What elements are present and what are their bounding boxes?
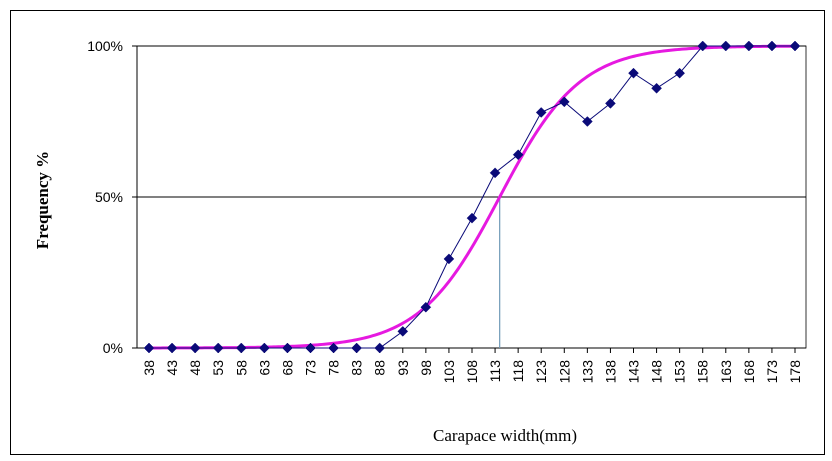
x-tick-label: 108 — [464, 360, 480, 384]
x-tick-label: 173 — [764, 360, 780, 384]
data-point — [720, 40, 732, 52]
y-tick-label: 0% — [103, 340, 123, 356]
chart-frame — [10, 10, 825, 455]
x-tick-label: 148 — [649, 360, 665, 384]
x-tick-label: 118 — [510, 360, 526, 383]
data-point — [351, 342, 362, 354]
x-tick-label: 43 — [164, 360, 180, 376]
data-point — [282, 342, 293, 354]
x-tick-label: 128 — [556, 360, 572, 384]
data-point — [143, 342, 155, 354]
data-point — [766, 40, 778, 52]
data-point — [628, 67, 639, 79]
x-tick-label: 48 — [187, 360, 203, 376]
x-tick-label: 53 — [210, 360, 226, 376]
x-tick-label: 158 — [695, 360, 711, 384]
x-tick-label: 113 — [487, 360, 503, 383]
y-tick-label: 50% — [95, 189, 123, 205]
data-point — [166, 342, 178, 354]
data-point — [489, 167, 501, 179]
data-point — [328, 342, 339, 354]
x-tick-label: 88 — [372, 360, 388, 376]
data-point — [512, 149, 524, 161]
data-point — [558, 96, 570, 108]
x-tick-label: 168 — [741, 360, 757, 384]
data-point — [305, 342, 316, 354]
data-point — [443, 253, 455, 265]
data-point — [789, 40, 801, 52]
data-point — [189, 342, 201, 354]
data-point — [466, 212, 478, 224]
y-axis-title: Frequency % — [33, 151, 52, 249]
x-tick-label: 163 — [718, 360, 734, 384]
x-tick-label: 138 — [602, 360, 618, 384]
data-point — [697, 40, 709, 52]
x-tick-label: 178 — [787, 360, 803, 384]
x-tick-label: 143 — [626, 360, 642, 384]
data-point — [420, 301, 432, 313]
x-tick-label: 73 — [303, 360, 319, 376]
x-tick-label: 123 — [533, 360, 549, 384]
data-point — [535, 107, 547, 118]
data-point — [674, 67, 685, 79]
data-point — [212, 342, 224, 354]
data-point — [651, 82, 662, 94]
x-tick-label: 93 — [395, 360, 411, 376]
data-point — [582, 116, 593, 127]
x-axis-title: Carapace width(mm) — [433, 426, 577, 445]
x-tick-label: 103 — [441, 360, 457, 384]
x-tick-label: 68 — [279, 360, 295, 376]
data-point — [259, 342, 270, 354]
x-tick-label: 63 — [256, 360, 272, 376]
x-tick-label: 98 — [418, 360, 434, 376]
x-tick-label: 153 — [672, 360, 688, 384]
y-tick-label: 100% — [87, 38, 123, 54]
data-point — [235, 342, 247, 354]
x-tick-label: 83 — [349, 360, 365, 376]
x-tick-label: 58 — [233, 360, 249, 376]
x-tick-label: 38 — [141, 360, 157, 376]
data-point — [605, 98, 616, 109]
x-tick-label: 78 — [326, 360, 342, 376]
data-point — [397, 326, 409, 337]
data-point — [743, 40, 755, 52]
x-tick-label: 133 — [579, 360, 595, 384]
fitted-curve — [149, 44, 796, 350]
data-point — [374, 342, 386, 354]
